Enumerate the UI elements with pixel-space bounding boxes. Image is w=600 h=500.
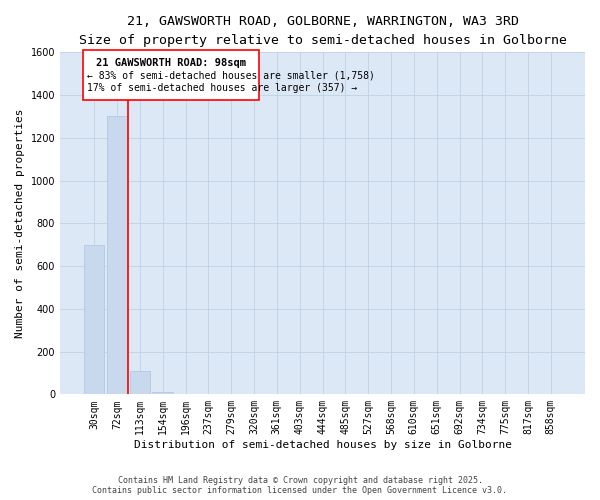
Text: ← 83% of semi-detached houses are smaller (1,758): ← 83% of semi-detached houses are smalle… (86, 70, 374, 81)
Bar (130, 371, 150, 394)
Title: 21, GAWSWORTH ROAD, GOLBORNE, WARRINGTON, WA3 3RD
Size of property relative to s: 21, GAWSWORTH ROAD, GOLBORNE, WARRINGTON… (79, 15, 566, 47)
Bar (107, 116, 127, 394)
Bar (84, 244, 104, 394)
Text: 17% of semi-detached houses are larger (357) →: 17% of semi-detached houses are larger (… (86, 84, 357, 94)
Text: Contains HM Land Registry data © Crown copyright and database right 2025.
Contai: Contains HM Land Registry data © Crown c… (92, 476, 508, 495)
X-axis label: Distribution of semi-detached houses by size in Golborne: Distribution of semi-detached houses by … (134, 440, 512, 450)
Text: 21 GAWSWORTH ROAD: 98sqm: 21 GAWSWORTH ROAD: 98sqm (96, 58, 246, 68)
FancyBboxPatch shape (83, 50, 259, 100)
Bar (152, 392, 173, 394)
Y-axis label: Number of semi-detached properties: Number of semi-detached properties (15, 108, 25, 338)
